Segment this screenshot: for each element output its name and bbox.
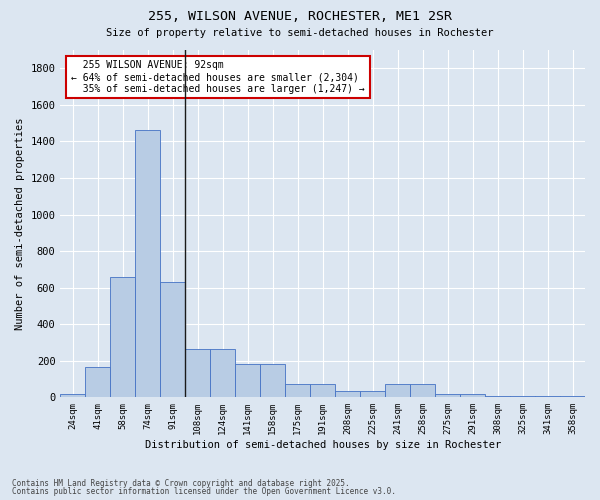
- Bar: [85, 367, 110, 398]
- X-axis label: Distribution of semi-detached houses by size in Rochester: Distribution of semi-detached houses by …: [145, 440, 501, 450]
- Text: Contains HM Land Registry data © Crown copyright and database right 2025.: Contains HM Land Registry data © Crown c…: [12, 478, 350, 488]
- Bar: [235, 364, 260, 398]
- Bar: [310, 384, 335, 398]
- Bar: [260, 364, 285, 398]
- Bar: [160, 282, 185, 398]
- Bar: [335, 391, 360, 398]
- Text: 255, WILSON AVENUE, ROCHESTER, ME1 2SR: 255, WILSON AVENUE, ROCHESTER, ME1 2SR: [148, 10, 452, 23]
- Text: 255 WILSON AVENUE: 92sqm
← 64% of semi-detached houses are smaller (2,304)
  35%: 255 WILSON AVENUE: 92sqm ← 64% of semi-d…: [71, 60, 365, 94]
- Bar: [485, 396, 510, 398]
- Bar: [385, 384, 410, 398]
- Bar: [460, 394, 485, 398]
- Bar: [210, 349, 235, 398]
- Bar: [435, 394, 460, 398]
- Bar: [535, 396, 560, 398]
- Bar: [185, 349, 210, 398]
- Text: Contains public sector information licensed under the Open Government Licence v3: Contains public sector information licen…: [12, 487, 396, 496]
- Bar: [410, 384, 435, 398]
- Bar: [285, 384, 310, 398]
- Bar: [136, 130, 160, 398]
- Bar: [360, 391, 385, 398]
- Bar: [110, 276, 136, 398]
- Bar: [560, 396, 585, 398]
- Text: Size of property relative to semi-detached houses in Rochester: Size of property relative to semi-detach…: [106, 28, 494, 38]
- Bar: [61, 394, 85, 398]
- Y-axis label: Number of semi-detached properties: Number of semi-detached properties: [15, 118, 25, 330]
- Bar: [510, 396, 535, 398]
